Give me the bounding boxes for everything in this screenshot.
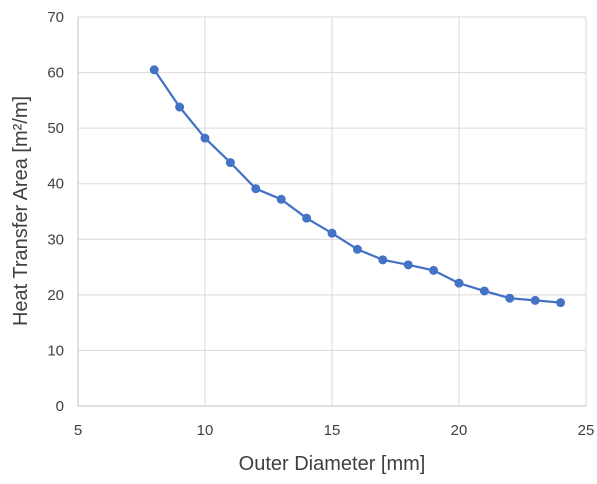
y-tick-label: 0	[56, 398, 64, 415]
y-axis-title: Heat Transfer Area [m²/m]	[10, 96, 32, 326]
x-tick-label: 10	[197, 422, 214, 439]
y-tick-label: 50	[47, 120, 64, 137]
data-point	[454, 278, 464, 288]
data-point	[403, 260, 413, 270]
data-point	[352, 244, 362, 254]
x-tick-label: 15	[324, 422, 341, 439]
data-point	[530, 295, 540, 305]
data-point	[505, 293, 515, 303]
data-point	[225, 158, 235, 168]
x-tick-label: 25	[578, 422, 595, 439]
series	[149, 65, 566, 308]
data-point	[276, 194, 286, 204]
tick-labels: 0 10 20 30 40 50 60 70 5 10 15 20 25	[47, 9, 594, 439]
y-tick-label: 60	[47, 65, 64, 82]
data-point	[429, 265, 439, 275]
gridlines	[78, 16, 587, 406]
y-tick-label: 10	[47, 342, 64, 359]
data-point	[200, 133, 210, 143]
data-point	[556, 298, 566, 308]
x-tick-label: 5	[74, 422, 82, 439]
y-tick-label: 70	[47, 9, 64, 26]
data-point	[327, 228, 337, 238]
x-tick-label: 20	[451, 422, 468, 439]
series-line	[153, 69, 561, 304]
data-point	[479, 286, 489, 296]
y-tick-label: 30	[47, 231, 64, 248]
x-axis-title: Outer Diameter [mm]	[239, 453, 426, 475]
data-point	[378, 255, 388, 265]
axes	[77, 17, 586, 407]
data-point	[251, 184, 261, 194]
data-point	[175, 102, 185, 112]
y-tick-label: 40	[47, 176, 64, 193]
y-tick-label: 20	[47, 287, 64, 304]
data-point	[149, 65, 159, 75]
data-point	[302, 213, 312, 223]
